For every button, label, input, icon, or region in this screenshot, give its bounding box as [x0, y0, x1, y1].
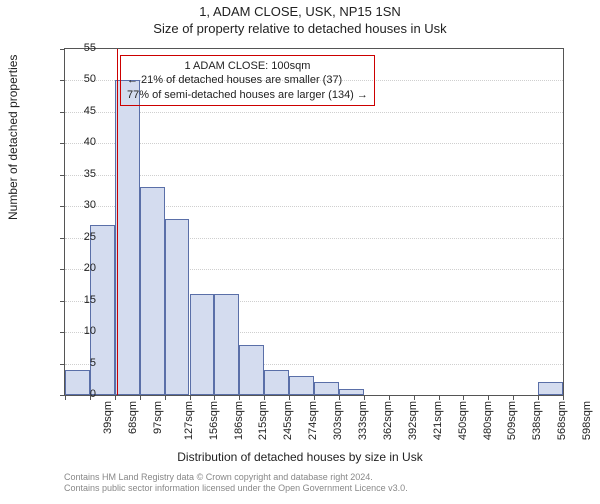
ytick-label: 45: [72, 105, 96, 117]
xtick-mark: [264, 395, 265, 400]
gridline: [65, 112, 563, 113]
ytick-label: 10: [72, 325, 96, 337]
gridline: [65, 175, 563, 176]
ytick-label: 15: [72, 294, 96, 306]
xtick-mark: [563, 395, 564, 400]
annotation-line: 1 ADAM CLOSE: 100sqm: [127, 59, 368, 73]
ytick-mark: [60, 238, 65, 239]
histogram-bar: [214, 294, 239, 395]
xtick-label: 245sqm: [282, 401, 294, 440]
histogram-bar: [190, 294, 215, 395]
ytick-mark: [60, 80, 65, 81]
ytick-mark: [60, 364, 65, 365]
xtick-mark: [140, 395, 141, 400]
ytick-label: 0: [72, 388, 96, 400]
ytick-mark: [60, 332, 65, 333]
gridline: [65, 143, 563, 144]
xtick-label: 39sqm: [102, 401, 114, 434]
xtick-label: 480sqm: [482, 401, 494, 440]
annotation-box: 1 ADAM CLOSE: 100sqm← 21% of detached ho…: [120, 55, 375, 106]
copyright-line-1: Contains HM Land Registry data © Crown c…: [64, 472, 408, 483]
histogram-bar: [165, 219, 190, 395]
xtick-label: 421sqm: [432, 401, 444, 440]
xtick-label: 186sqm: [233, 401, 245, 440]
ytick-mark: [60, 206, 65, 207]
xtick-mark: [239, 395, 240, 400]
ytick-mark: [60, 49, 65, 50]
histogram-bar: [140, 187, 165, 395]
xtick-mark: [314, 395, 315, 400]
copyright-notice: Contains HM Land Registry data © Crown c…: [64, 472, 408, 495]
y-axis-label: Number of detached properties: [6, 55, 20, 220]
ytick-mark: [60, 143, 65, 144]
xtick-label: 568sqm: [556, 401, 568, 440]
xtick-label: 362sqm: [382, 401, 394, 440]
xtick-mark: [389, 395, 390, 400]
xtick-label: 598sqm: [581, 401, 593, 440]
ytick-label: 20: [72, 262, 96, 274]
xtick-mark: [214, 395, 215, 400]
xtick-label: 509sqm: [507, 401, 519, 440]
ytick-label: 50: [72, 73, 96, 85]
xtick-mark: [289, 395, 290, 400]
ytick-mark: [60, 269, 65, 270]
xtick-label: 215sqm: [258, 401, 270, 440]
ytick-mark: [60, 175, 65, 176]
xtick-label: 156sqm: [208, 401, 220, 440]
histogram-bar: [339, 389, 364, 395]
ytick-mark: [60, 301, 65, 302]
xtick-mark: [538, 395, 539, 400]
xtick-mark: [463, 395, 464, 400]
histogram-bar: [239, 345, 264, 395]
xtick-mark: [339, 395, 340, 400]
histogram-bar: [264, 370, 289, 395]
xtick-mark: [165, 395, 166, 400]
xtick-label: 274sqm: [307, 401, 319, 440]
ytick-label: 55: [72, 42, 96, 54]
xtick-mark: [513, 395, 514, 400]
ytick-label: 30: [72, 199, 96, 211]
xtick-label: 392sqm: [407, 401, 419, 440]
xtick-label: 97sqm: [152, 401, 164, 434]
ytick-label: 35: [72, 168, 96, 180]
xtick-mark: [488, 395, 489, 400]
annotation-line: ← 21% of detached houses are smaller (37…: [127, 73, 368, 87]
plot-region: 39sqm68sqm97sqm127sqm156sqm186sqm215sqm2…: [64, 48, 564, 396]
annotation-line: 77% of semi-detached houses are larger (…: [127, 88, 368, 102]
x-axis-label: Distribution of detached houses by size …: [0, 450, 600, 464]
xtick-mark: [65, 395, 66, 400]
ytick-label: 5: [72, 357, 96, 369]
xtick-label: 68sqm: [127, 401, 139, 434]
chart-area: 39sqm68sqm97sqm127sqm156sqm186sqm215sqm2…: [64, 48, 564, 396]
ytick-label: 40: [72, 136, 96, 148]
ytick-label: 25: [72, 231, 96, 243]
xtick-label: 127sqm: [183, 401, 195, 440]
xtick-label: 303sqm: [332, 401, 344, 440]
histogram-bar: [289, 376, 314, 395]
histogram-bar: [115, 80, 140, 395]
xtick-mark: [364, 395, 365, 400]
property-marker-line: [117, 49, 118, 395]
histogram-bar: [314, 382, 339, 395]
xtick-mark: [414, 395, 415, 400]
histogram-bar: [538, 382, 563, 395]
ytick-mark: [60, 112, 65, 113]
copyright-line-2: Contains public sector information licen…: [64, 483, 408, 494]
address-title: 1, ADAM CLOSE, USK, NP15 1SN: [0, 4, 600, 19]
xtick-mark: [439, 395, 440, 400]
xtick-mark: [115, 395, 116, 400]
xtick-label: 333sqm: [357, 401, 369, 440]
xtick-label: 538sqm: [531, 401, 543, 440]
chart-title: Size of property relative to detached ho…: [0, 21, 600, 36]
xtick-mark: [190, 395, 191, 400]
xtick-label: 450sqm: [457, 401, 469, 440]
histogram-bar: [90, 225, 115, 395]
